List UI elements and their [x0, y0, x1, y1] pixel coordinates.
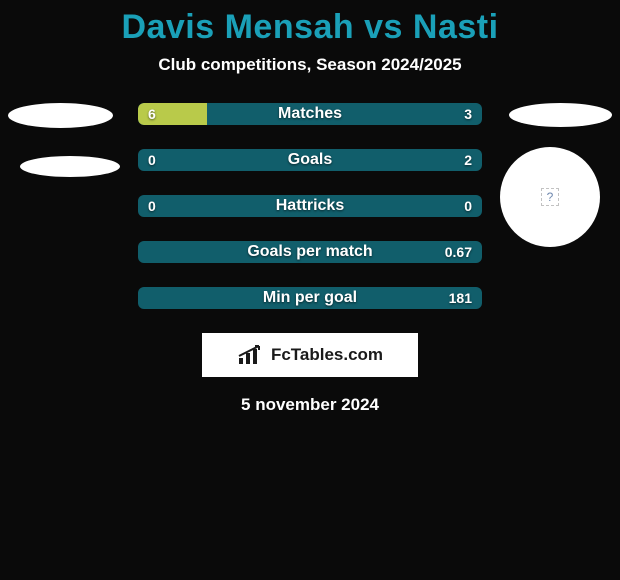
date-line: 5 november 2024 — [0, 395, 620, 415]
bar-chart-icon — [237, 344, 265, 366]
source-logo-box: FcTables.com — [202, 333, 418, 377]
stat-left-value: 6 — [148, 103, 156, 125]
chart-area: ? Matches63Goals02Hattricks00Goals per m… — [0, 103, 620, 415]
stat-label: Matches — [138, 103, 482, 125]
stat-label: Goals per match — [138, 241, 482, 263]
stat-right-value: 0 — [464, 195, 472, 217]
player-right-avatar-placeholder: ? — [500, 147, 600, 247]
stat-row: Hattricks0 0 — [138, 195, 482, 217]
stat-left-value: 0 — [148, 149, 156, 171]
comparison-infographic: Davis Mensah vs Nasti Club competitions,… — [0, 0, 620, 580]
stat-right-value: 3 — [464, 103, 472, 125]
stat-right-value: 181 — [449, 287, 472, 309]
stat-left-value: 0 — [148, 195, 156, 217]
player-right-shape-1 — [509, 103, 612, 127]
image-missing-icon: ? — [541, 188, 559, 206]
stat-row: Goals per match0.67 — [138, 241, 482, 263]
stat-label: Min per goal — [138, 287, 482, 309]
subtitle: Club competitions, Season 2024/2025 — [0, 55, 620, 75]
stat-label: Hattricks — [138, 195, 482, 217]
stat-right-value: 0.67 — [445, 241, 472, 263]
stat-row: Goals0 2 — [138, 149, 482, 171]
source-logo-text: FcTables.com — [271, 345, 383, 365]
player-left-shape-2 — [20, 156, 120, 177]
image-missing-glyph: ? — [547, 190, 554, 204]
stat-label: Goals — [138, 149, 482, 171]
page-title: Davis Mensah vs Nasti — [0, 0, 620, 47]
player-left-shape-1 — [8, 103, 113, 128]
stat-right-value: 2 — [464, 149, 472, 171]
stat-row: Min per goal181 — [138, 287, 482, 309]
stat-row: Matches6 3 — [138, 103, 482, 125]
stat-bars: Matches63Goals02Hattricks00Goals per mat… — [138, 103, 482, 309]
